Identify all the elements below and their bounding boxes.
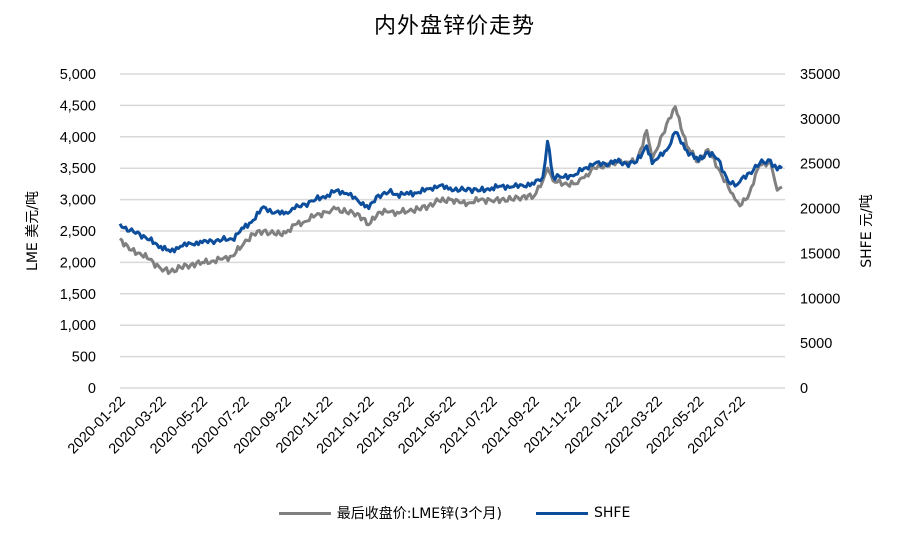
left-y-axis-label: LME 美元/吨	[25, 191, 41, 271]
left-tick-label: 2,000	[60, 255, 96, 271]
chart-title: 内外盘锌价走势	[373, 14, 535, 39]
left-tick-label: 1,000	[60, 318, 96, 334]
right-tick-label: 25000	[800, 157, 840, 173]
left-tick-label: 2,500	[60, 224, 96, 240]
left-tick-label: 4,000	[60, 130, 96, 146]
series-lines	[118, 105, 783, 275]
chart-legend: 最后收盘价:LME锌(3个月) SHFE	[0, 503, 909, 523]
right-y-axis-label: SHFE 元/吨	[859, 194, 875, 267]
right-tick-label: 15000	[800, 246, 840, 262]
left-y-axis-ticks: 5,000 4,500 4,000 3,500 3,000 2,500 2,000 1,500…	[60, 67, 96, 397]
right-tick-label: 10000	[800, 291, 840, 307]
legend-swatch-shfe	[535, 511, 588, 515]
legend-swatch-lme	[278, 511, 331, 515]
lme-zinc-line	[118, 105, 783, 275]
legend-label-shfe: SHFE	[593, 505, 631, 521]
left-tick-label: 3,000	[60, 193, 96, 209]
legend-label-lme: 最后收盘价:LME锌(3个月)	[336, 506, 502, 522]
right-y-axis-ticks: 35000 30000 25000 20000 15000 10000 5000 0	[800, 67, 840, 397]
left-tick-label: 3,500	[60, 161, 96, 177]
left-tick-label: 1,500	[60, 287, 96, 303]
right-tick-label: 30000	[800, 112, 840, 128]
left-tick-label: 5,000	[60, 67, 96, 83]
left-tick-label: 4,500	[60, 98, 96, 114]
right-tick-label: 5000	[800, 336, 832, 352]
x-axis-ticks: 2020-01-222020-03-222020-05-222020-07-22…	[65, 394, 749, 458]
right-tick-label: 20000	[800, 202, 840, 218]
gridlines	[120, 73, 785, 389]
shfe-line	[118, 130, 783, 254]
left-tick-label: 0	[88, 381, 96, 397]
legend-item-lme: 最后收盘价:LME锌(3个月)	[278, 503, 502, 523]
left-tick-label: 500	[72, 350, 96, 366]
right-tick-label: 35000	[800, 67, 840, 83]
legend-item-shfe: SHFE	[535, 505, 631, 521]
right-tick-label: 0	[800, 381, 808, 397]
